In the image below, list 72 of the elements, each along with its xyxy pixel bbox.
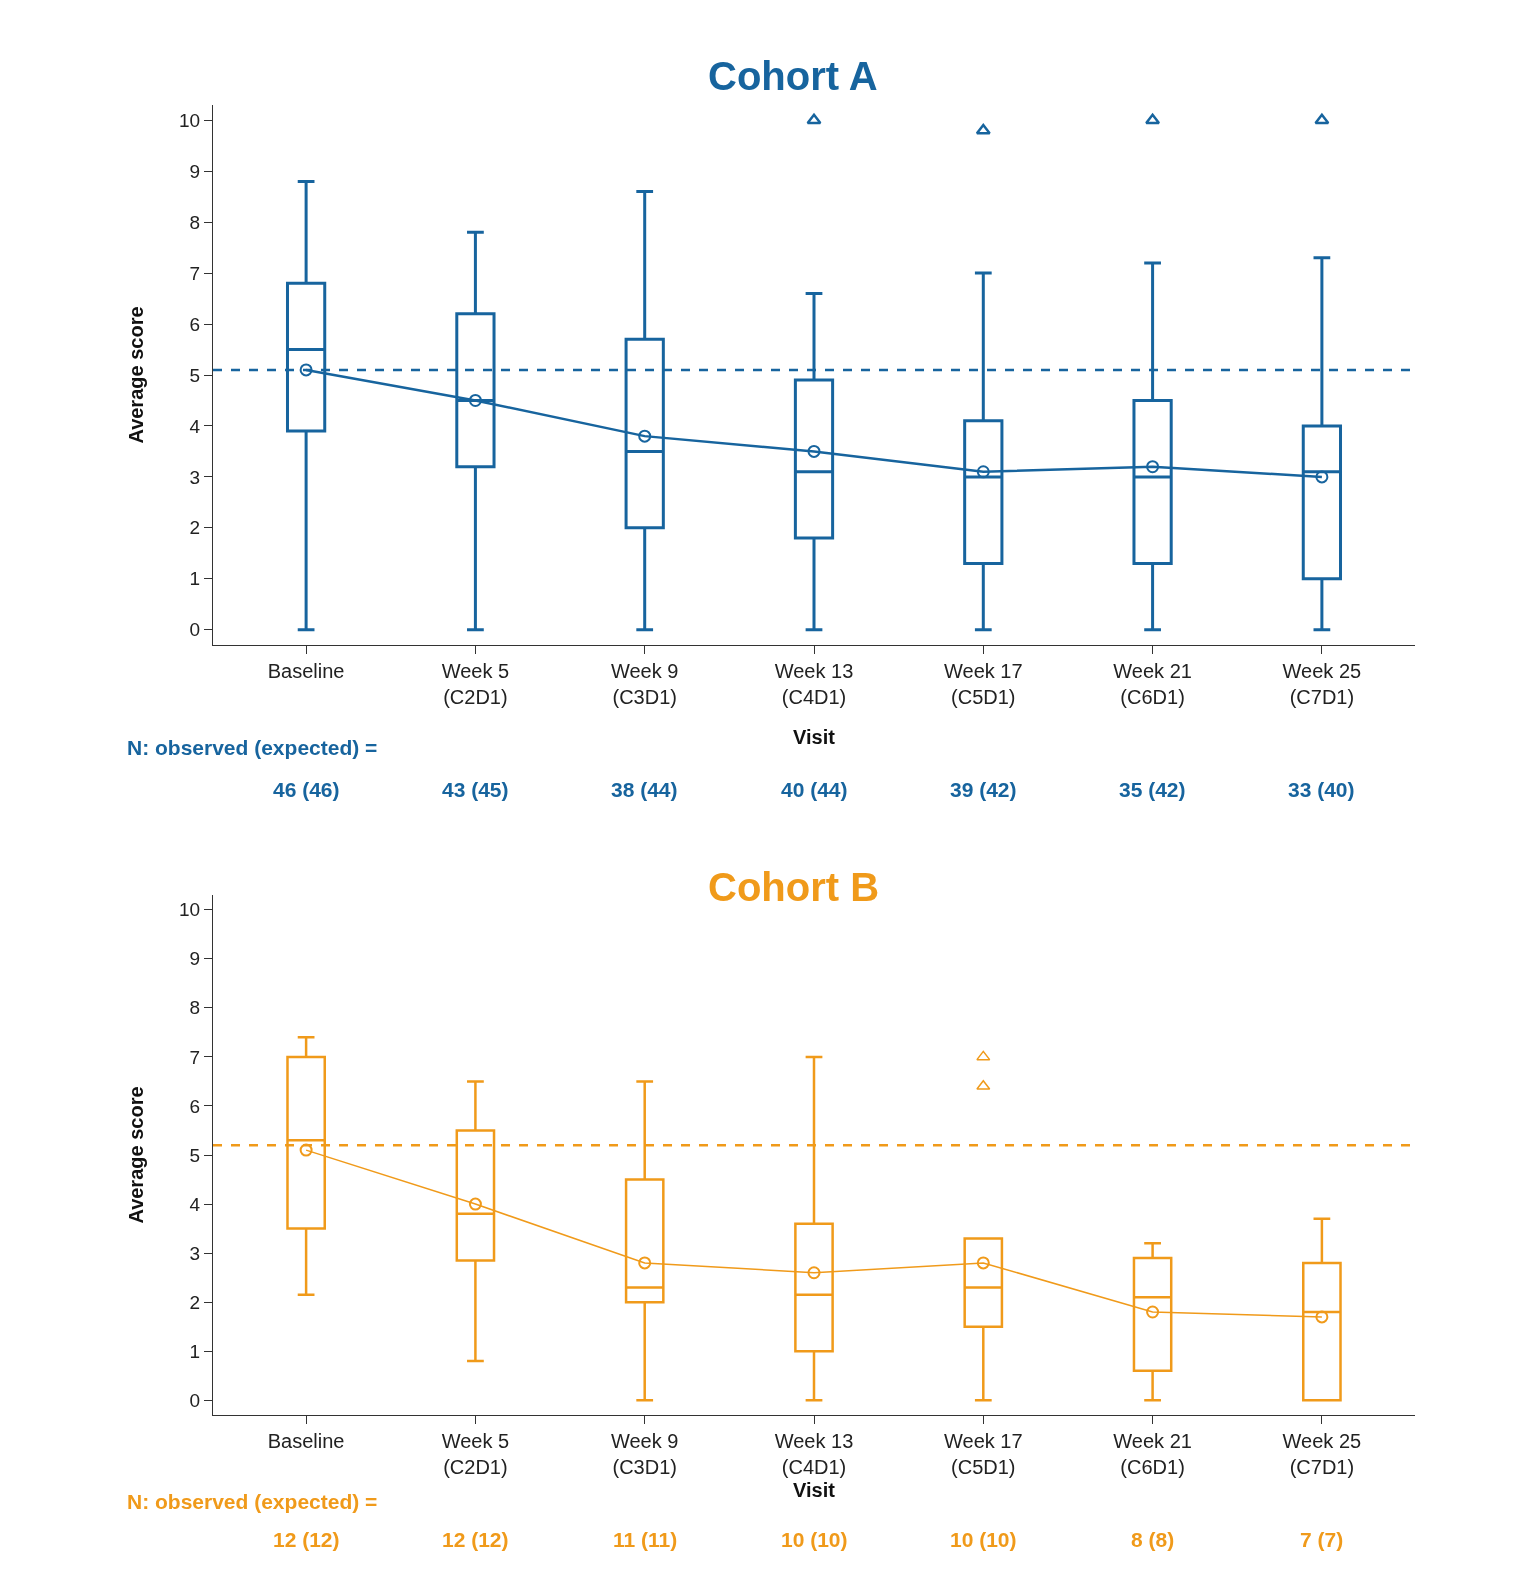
y-tick-label: 5 [189, 364, 201, 386]
y-tick-label: 6 [189, 1095, 201, 1117]
point [468, 393, 482, 407]
y-tick-label: 2 [189, 517, 201, 539]
chart-title: Cohort B [708, 865, 880, 909]
y-tick-label: 10 [179, 109, 201, 131]
point [976, 465, 990, 479]
x-tick-label: Week 21 (C6D1) [1113, 660, 1192, 708]
y-tick-label: 0 [189, 1389, 201, 1411]
text: N: observed (expected) = [127, 736, 378, 759]
x-tick-label: Week 5 (C2D1) [441, 660, 510, 708]
text: 39 (42) [950, 778, 1017, 801]
y-tick-label: 1 [189, 1340, 201, 1362]
x-tick-label: Baseline [267, 1430, 345, 1452]
x-tick-label: Week 9 (C3D1) [610, 660, 679, 708]
point [807, 1266, 821, 1280]
y-tick-label: 9 [189, 948, 201, 970]
point [299, 1143, 313, 1157]
point [1146, 1305, 1160, 1319]
x-tick-label: Week 9 (C3D1) [610, 1430, 679, 1478]
y-axis-title: Average score [124, 306, 147, 444]
y-tick-label: 10 [179, 899, 201, 921]
y-tick-label: 7 [189, 1046, 201, 1068]
y-tick-label: 3 [189, 466, 201, 488]
text: 43 (45) [442, 778, 509, 801]
text: 33 (40) [1288, 778, 1355, 801]
y-tick-label: 5 [189, 1144, 201, 1166]
text: 38 (44) [611, 778, 678, 801]
x-tick-label: Week 5 (C2D1) [441, 1430, 510, 1478]
text: 12 (12) [273, 1528, 340, 1551]
y-tick-label: 4 [189, 415, 201, 437]
y-tick-label: 1 [189, 568, 201, 590]
text: 40 (44) [781, 778, 848, 801]
x-tick-label: Baseline [267, 660, 345, 682]
text: 8 (8) [1131, 1528, 1175, 1551]
point [807, 444, 821, 458]
y-tick-label: 7 [189, 262, 201, 284]
x-tick-label: Week 17 (C5D1) [944, 1430, 1023, 1478]
x-tick-label: Week 25 (C7D1) [1282, 660, 1362, 708]
text: 35 (42) [1119, 778, 1186, 801]
text: 11 (11) [613, 1528, 678, 1551]
x-tick-label: Week 17 (C5D1) [944, 660, 1023, 708]
point [468, 1197, 482, 1211]
y-tick-label: 0 [189, 619, 201, 641]
text: N: observed (expected) = [127, 1490, 378, 1513]
point [1146, 460, 1160, 474]
text: 12 (12) [442, 1528, 509, 1551]
point [638, 429, 652, 443]
x-axis-title: Visit [793, 1479, 836, 1501]
y-tick-label: 6 [189, 313, 201, 335]
point [976, 1256, 990, 1270]
y-tick-label: 8 [189, 211, 201, 233]
y-axis-title: Average score [124, 1086, 147, 1224]
point [1315, 1310, 1329, 1324]
x-tick-label: Week 13 (C4D1) [774, 1430, 854, 1478]
x-tick-label: Week 13 (C4D1) [774, 660, 854, 708]
y-tick-label: 9 [189, 160, 201, 182]
x-tick-label: Week 25 (C7D1) [1282, 1430, 1362, 1478]
y-tick-label: 4 [189, 1193, 201, 1215]
y-tick-label: 8 [189, 997, 201, 1019]
text: 10 (10) [781, 1528, 848, 1551]
point [1315, 470, 1329, 484]
point [299, 363, 313, 377]
text: 10 (10) [950, 1528, 1017, 1551]
x-axis-title: Visit [793, 726, 836, 748]
chart-title: Cohort A [708, 54, 878, 98]
text: 7 (7) [1300, 1528, 1344, 1551]
point [638, 1256, 652, 1270]
y-tick-label: 2 [189, 1291, 201, 1313]
y-tick-label: 3 [189, 1242, 201, 1264]
x-tick-label: Week 21 (C6D1) [1113, 1430, 1192, 1478]
text: 46 (46) [273, 778, 340, 801]
